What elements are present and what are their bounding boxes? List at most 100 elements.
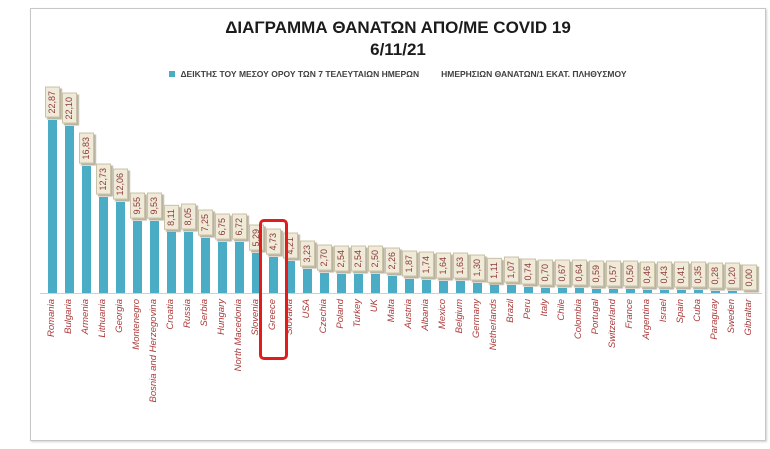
value-label: 6,75 [215,214,230,240]
category-label: Hungary [215,299,227,335]
category-label: Gibraltar [742,299,754,336]
value-label: 0,70 [538,260,553,286]
category-label: Belgium [453,299,465,334]
value-label: 22,87 [45,87,60,118]
value-label: 2,54 [351,246,366,272]
value-label: 1,87 [402,251,417,277]
bar-Czechia [320,273,329,293]
category-label: Germany [470,299,482,339]
value-label: 0,74 [521,259,536,285]
value-label: 12,73 [96,164,111,195]
category-label: Paraguay [708,299,720,340]
bar-Turkey [354,274,363,293]
chart-frame: ΔΙΑΓΡΑΜΜΑ ΘΑΝΑΤΩΝ ΑΠΟ/ΜΕ COVID 19 6/11/2… [30,8,766,441]
bar-Croatia [167,232,176,293]
category-label: Cuba [691,299,703,322]
chart-title: ΔΙΑΓΡΑΜΜΑ ΘΑΝΑΤΩΝ ΑΠΟ/ΜΕ COVID 19 6/11/2… [31,17,765,61]
bar-Belgium [456,281,465,293]
category-label: Czechia [317,299,329,334]
bar-Austria [405,279,414,293]
bar-Peru [524,287,533,293]
value-label: 2,54 [334,246,349,272]
category-label: Poland [334,299,346,329]
category-label: Russia [181,299,193,329]
bar-Poland [337,274,346,293]
value-label: 16,83 [79,133,94,164]
chart-title-line1: ΔΙΑΓΡΑΜΜΑ ΘΑΝΑΤΩΝ ΑΠΟ/ΜΕ COVID 19 [225,18,571,37]
value-label: 0,59 [589,261,604,287]
value-label: 1,30 [470,255,485,281]
value-label: 0,35 [691,262,706,288]
value-label: 1,11 [487,258,502,283]
value-label: 2,70 [317,245,332,271]
value-label: 0,20 [725,263,740,289]
bar-Chile [558,288,567,293]
category-label: North Macedonia [232,299,244,372]
bar-Brazil [507,285,516,293]
bar-Switzerland [609,289,618,293]
bar-Sweden [728,291,737,293]
bar-Slovenia [252,253,261,293]
category-label: Netherlands [487,299,499,351]
bar-Bulgaria [65,126,74,293]
highlight-box-greece [259,219,288,360]
bar-Albania [422,280,431,293]
bar-Argentina [643,290,652,293]
category-label: Italy [538,299,550,317]
bar-USA [303,269,312,293]
category-label: Armenia [79,299,91,335]
value-label: 1,64 [436,253,451,279]
legend-label-2: ΗΜΕΡΗΣΙΩΝ ΘΑΝΑΤΩΝ/1 ΕΚΑΤ. ΠΛΗΘΥΣΜΟΥ [441,69,627,79]
legend-label-1: ΔΕΙΚΤΗΣ ΤΟΥ ΜΕΣΟΥ ΟΡΟΥ ΤΩΝ 7 ΤΕΛΕΥΤΑΙΩΝ … [180,69,420,79]
value-label: 3,23 [300,241,315,267]
bar-Malta [388,276,397,293]
value-label: 0,00 [742,265,757,291]
bar-Cuba [694,290,703,293]
bar-Montenegro [133,221,142,293]
category-label: Portugal [589,299,601,335]
category-label: UK [368,299,380,313]
category-label: Chile [555,299,567,321]
bar-Spain [677,290,686,293]
category-label: Switzerland [606,299,618,349]
category-label: Croatia [164,299,176,330]
bar-Lithuania [99,197,108,293]
value-label: 9,53 [147,193,162,219]
category-label: Argentina [640,299,652,340]
value-label: 1,07 [504,257,519,283]
category-label: Turkey [351,299,363,328]
value-label: 0,41 [674,262,689,288]
category-label: Lithuania [96,299,108,338]
bar-Germany [473,283,482,293]
bar-Bosnia and Herzegovina [150,221,159,293]
value-label: 0,50 [623,261,638,287]
category-label: Bosnia and Herzegovina [147,299,159,403]
legend-swatch-icon [169,71,176,77]
value-label: 1,74 [419,252,434,278]
bar-Israel [660,290,669,293]
value-label: 7,25 [198,210,213,236]
bar-Romania [48,120,57,293]
bar-Paraguay [711,291,720,293]
bar-Hungary [218,242,227,293]
category-label: Bulgaria [62,299,74,334]
chart-legend: ΔΕΙΚΤΗΣ ΤΟΥ ΜΕΣΟΥ ΟΡΟΥ ΤΩΝ 7 ΤΕΛΕΥΤΑΙΩΝ … [31,69,765,79]
category-label: USA [300,299,312,319]
value-label: 0,28 [708,263,723,289]
value-label: 12,06 [113,169,128,200]
value-label: 9,55 [130,193,145,219]
bar-Slovakia [286,261,295,293]
category-label: Albania [419,299,431,331]
bar-Italy [541,288,550,293]
value-label: 1,63 [453,253,468,279]
value-label: 0,64 [572,260,587,286]
category-label: Israel [657,299,669,323]
chart-title-line2: 6/11/21 [370,40,426,59]
category-label: Sweden [725,299,737,334]
category-label: Spain [674,299,686,324]
bar-Georgia [116,202,125,293]
value-label: 8,05 [181,204,196,230]
bar-Armenia [82,166,91,293]
bar-Portugal [592,289,601,293]
category-label: Georgia [113,299,125,333]
